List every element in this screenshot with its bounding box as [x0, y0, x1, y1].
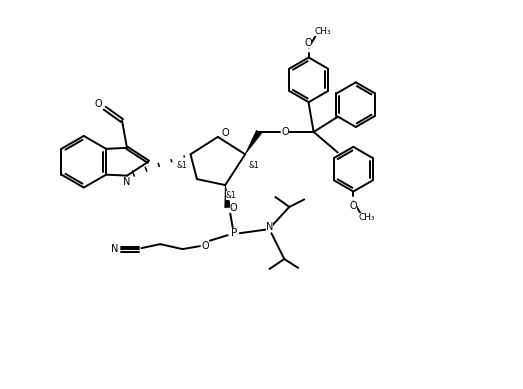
Text: &1: &1 — [176, 161, 187, 170]
Text: O: O — [95, 99, 103, 109]
Text: O: O — [221, 128, 229, 138]
Text: O: O — [230, 203, 237, 214]
Text: CH₃: CH₃ — [359, 213, 376, 222]
Text: O: O — [349, 202, 357, 211]
Polygon shape — [245, 130, 262, 154]
Text: O: O — [305, 38, 312, 47]
Text: &1: &1 — [226, 191, 236, 200]
Text: &1: &1 — [248, 161, 259, 170]
Text: CH₃: CH₃ — [314, 27, 331, 36]
Text: N: N — [111, 244, 118, 254]
Polygon shape — [225, 185, 231, 208]
Text: P: P — [231, 228, 237, 238]
Text: N: N — [266, 222, 273, 232]
Text: O: O — [281, 127, 289, 137]
Text: N: N — [123, 177, 131, 187]
Text: O: O — [201, 241, 209, 251]
